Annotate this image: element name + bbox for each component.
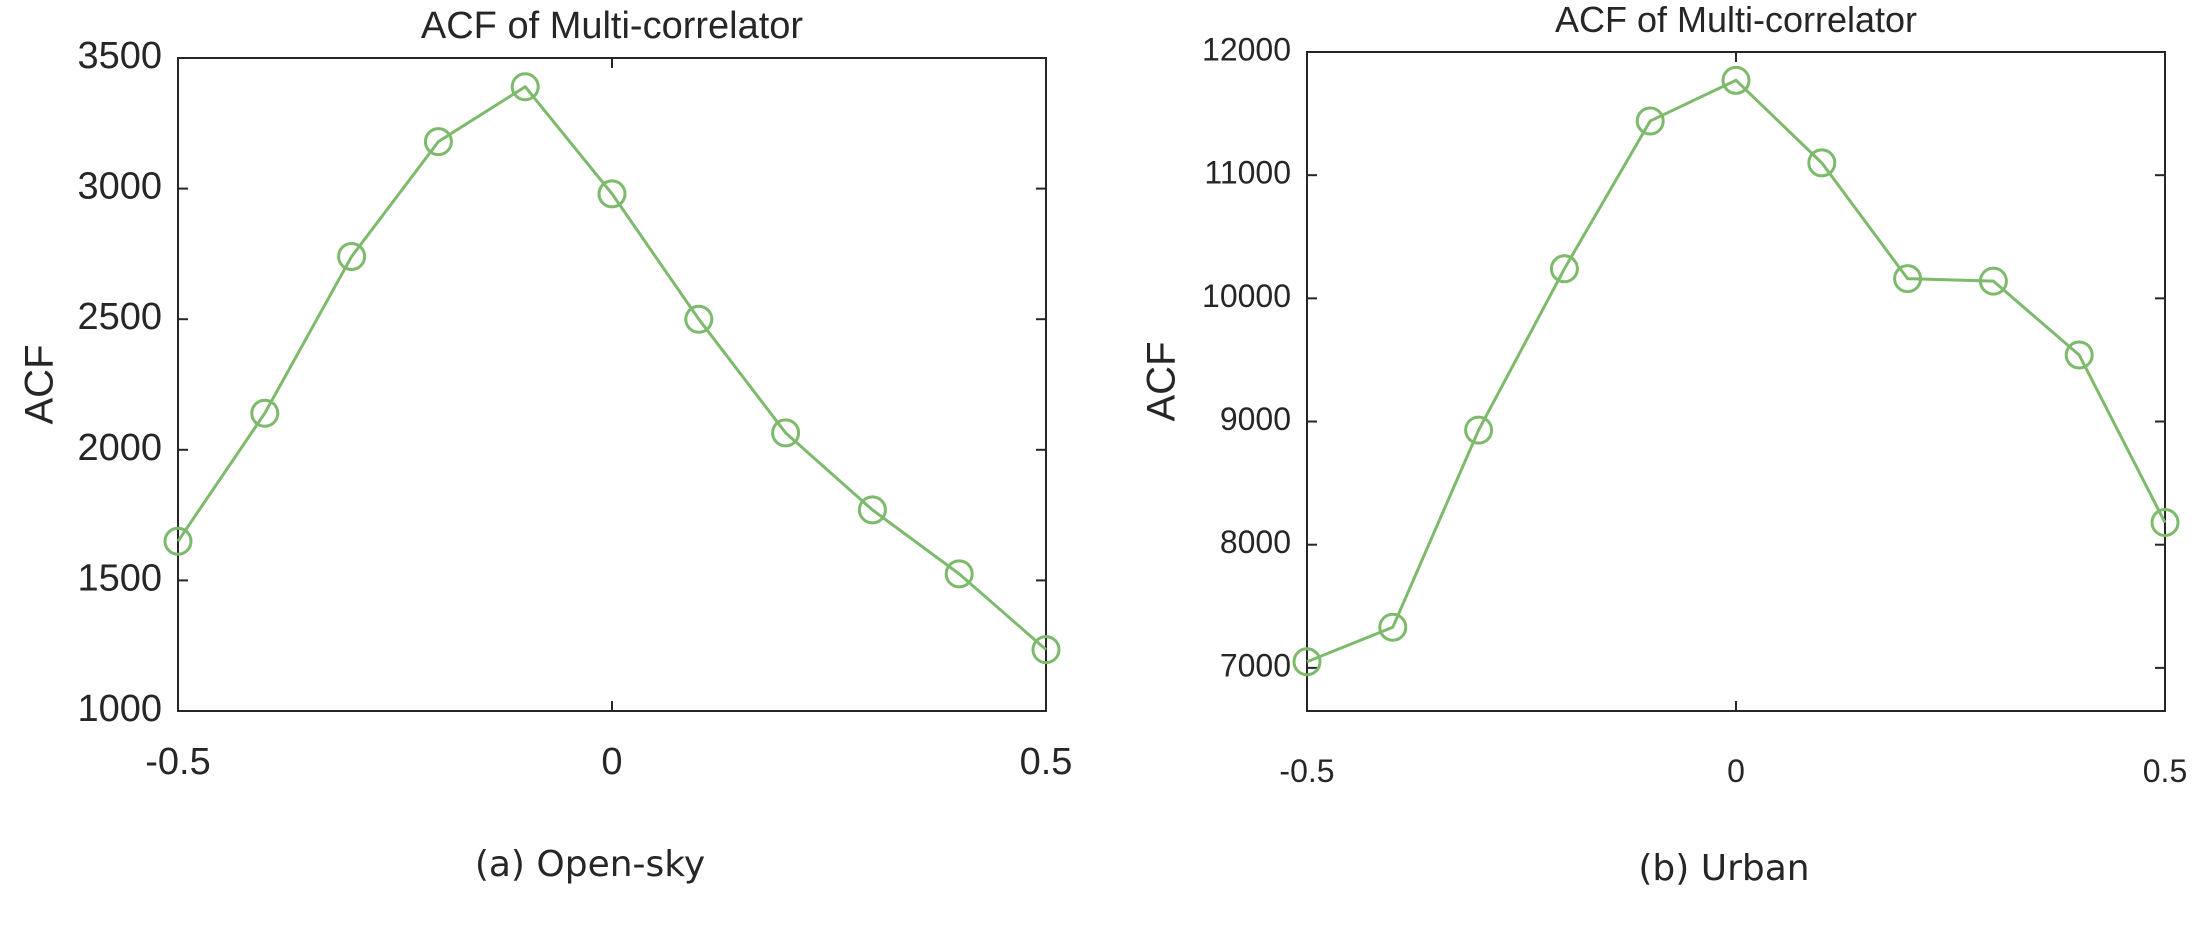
x-axis-ticks: -0.5 0 0.5 [1279,52,2187,789]
panel-urban: ACF of Multi-correlator ACF 7000 8000 9000… [1140,0,2188,889]
data-point-marker [423,127,453,157]
x-tick-label: 0.5 [1020,741,1073,783]
y-axis-ticks: 1000 1500 2000 2500 3000 3500 [77,35,1046,730]
series-acf [1292,65,2180,677]
data-point-marker [1292,647,1322,677]
data-point-marker [250,398,280,428]
y-axis-label: ACF [1140,342,1184,422]
plot-area-frame [177,57,1047,712]
x-tick-label: -0.5 [1279,753,1334,789]
panel-caption: (b) Urban [1638,848,1809,889]
data-point-marker [1978,266,2008,296]
data-point-marker [597,179,627,209]
plot-area-frame [1306,51,2166,712]
data-point-marker [510,72,540,102]
y-tick-label: 2500 [77,296,162,338]
y-axis-label: ACF [18,345,62,425]
panel-caption: (a) Open-sky [475,844,705,885]
panel-open-sky: ACF of Multi-correlator ACF 1000 1500 2000… [18,5,1073,885]
series-line [176,84,1047,651]
y-tick-label: 12000 [1202,31,1291,67]
chart-title: ACF of Multi-correlator [1555,0,1917,40]
y-tick-label: 10000 [1202,278,1291,314]
y-tick-label: 9000 [1220,401,1291,437]
data-point-marker [857,495,887,525]
data-point-marker [163,526,193,556]
data-point-marker [337,242,367,272]
data-point-marker [1464,415,1494,445]
data-point-marker [1378,612,1408,642]
series-line [1306,78,2167,664]
data-point-marker [684,304,714,334]
x-axis-ticks: -0.5 0 0.5 [145,58,1072,783]
x-tick-label: -0.5 [145,741,210,783]
data-point-marker [944,559,974,589]
data-point-marker [1807,148,1837,178]
y-tick-label: 8000 [1220,524,1291,560]
chart-title: ACF of Multi-correlator [421,5,804,47]
data-point-marker [1635,106,1665,136]
y-axis-ticks: 7000 8000 9000 10000 11000 12000 [1202,31,2165,683]
x-tick-label: 0 [1727,753,1745,789]
y-tick-label: 7000 [1220,647,1291,683]
y-tick-label: 3500 [77,35,162,77]
x-tick-label: 0.5 [2143,753,2187,789]
y-tick-label: 11000 [1204,155,1291,191]
data-point-marker [2064,340,2094,370]
y-tick-label: 2000 [77,427,162,469]
data-point-marker [1031,635,1061,665]
series-acf [163,72,1061,665]
x-tick-label: 0 [601,741,622,783]
data-point-marker [2150,508,2180,538]
y-tick-label: 3000 [77,166,162,208]
data-point-marker [771,418,801,448]
y-tick-label: 1000 [77,688,162,730]
data-point-marker [1549,254,1579,284]
data-point-marker [1721,65,1751,95]
data-point-marker [1893,264,1923,294]
y-tick-label: 1500 [77,557,162,599]
